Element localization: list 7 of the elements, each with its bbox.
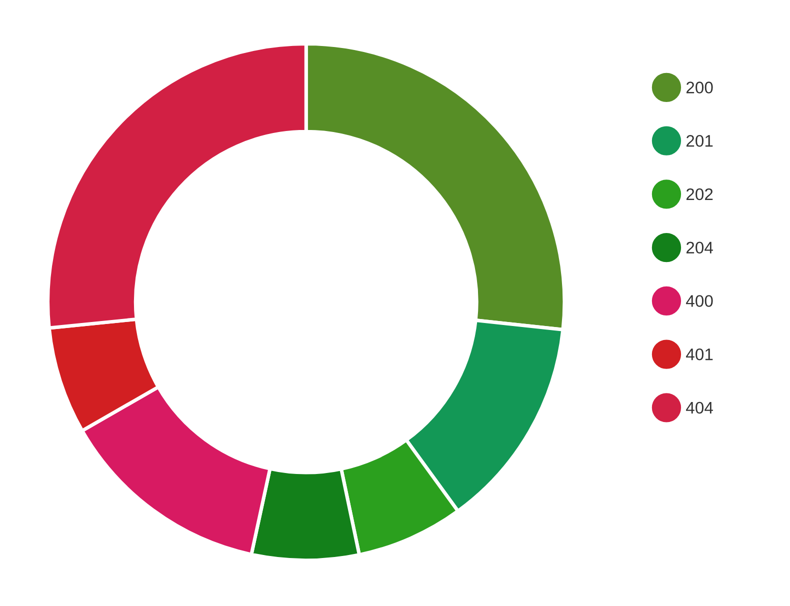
legend-label: 200: [686, 82, 713, 94]
legend-label: 400: [686, 295, 713, 307]
legend-label: 401: [686, 348, 713, 360]
legend-label: 404: [686, 402, 713, 414]
legend-label: 202: [686, 188, 713, 200]
legend-label: 204: [686, 242, 713, 254]
legend-label: 201: [686, 135, 713, 147]
